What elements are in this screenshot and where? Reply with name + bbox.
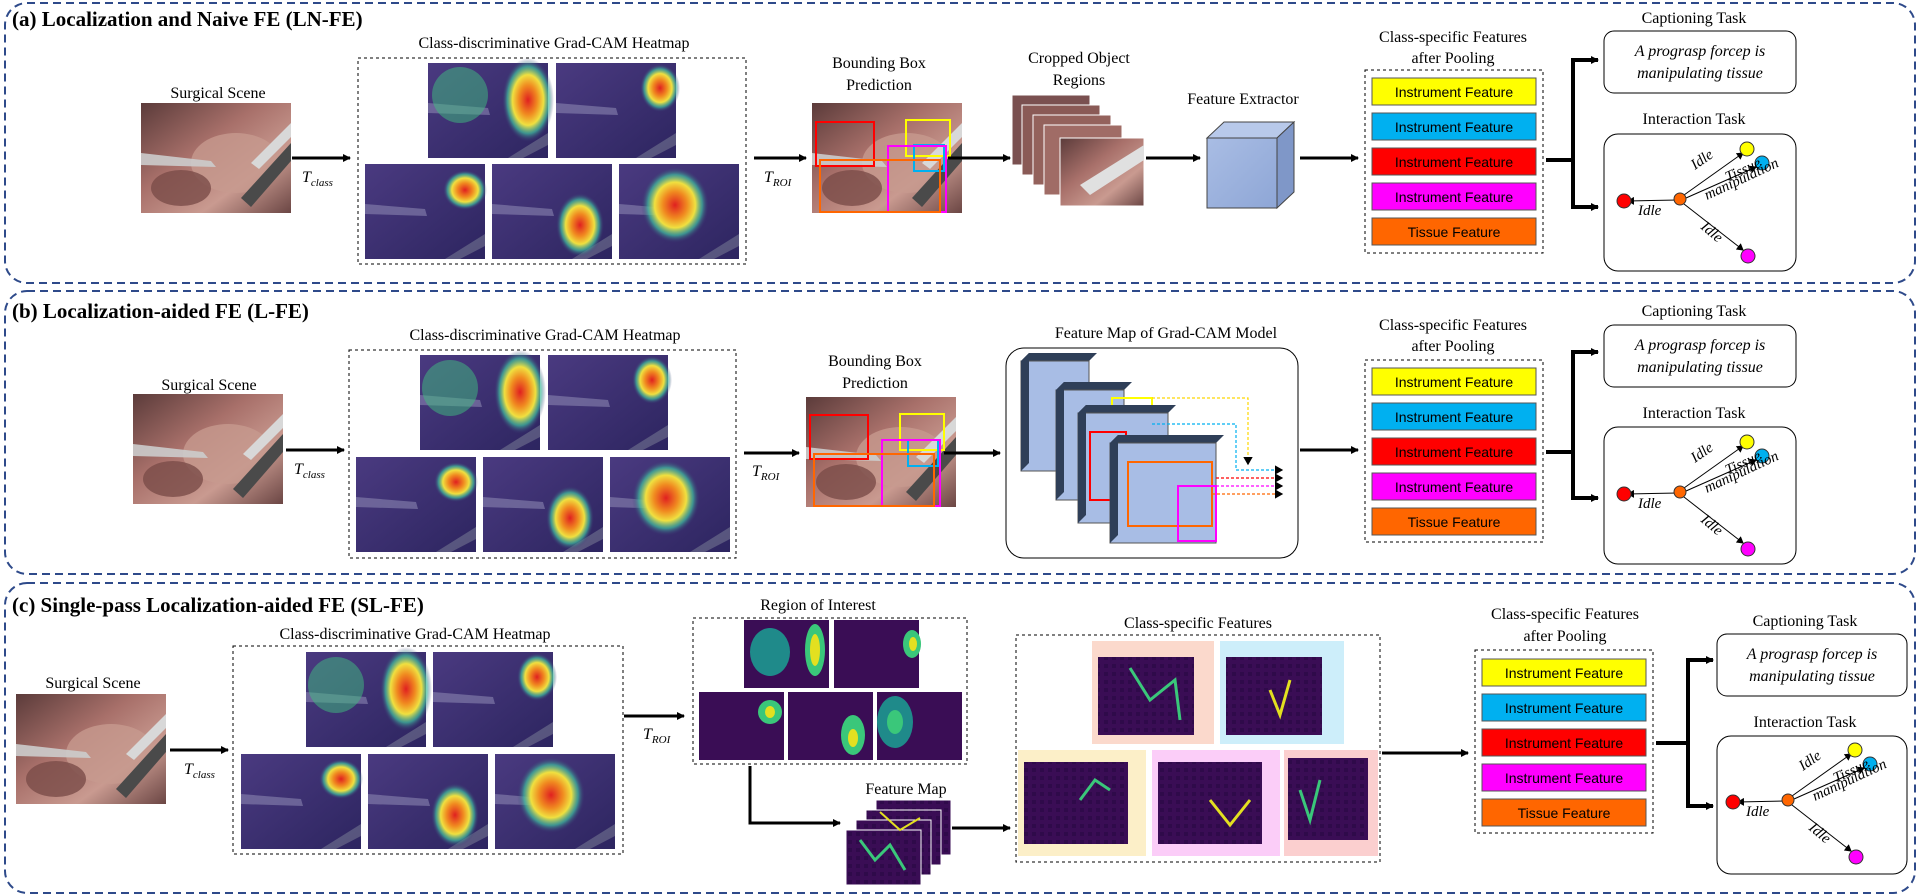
feature-label: Instrument Feature [1395, 189, 1513, 205]
caption-text-1: A prograsp forcep is [1634, 337, 1766, 354]
pool-label-2: after Pooling [1523, 628, 1606, 645]
feature-label: Tissue Feature [1408, 224, 1501, 240]
panel-a: (a) Localization and Naive FE (LN-FE) Su… [12, 7, 1797, 272]
caption-task-label: Captioning Task [1753, 613, 1858, 630]
feature-map-stack-c [845, 799, 952, 886]
pool-label-2: after Pooling [1411, 338, 1494, 355]
panel-a-title: (a) Localization and Naive FE (LN-FE) [12, 7, 363, 31]
t-class-label: Tclass [302, 169, 333, 189]
feature-label: Tissue Feature [1518, 805, 1611, 821]
svg-text:Idle: Idle [1745, 804, 1770, 820]
feature-map-stack [1020, 353, 1284, 544]
feature-label: Instrument Feature [1395, 479, 1513, 495]
featmap-label: Feature Map of Grad-CAM Model [1055, 325, 1278, 342]
panel-b: (b) Localization-aided FE (L-FE) Surgica… [12, 299, 1797, 565]
heatmap-label: Class-discriminative Grad-CAM Heatmap [409, 327, 680, 344]
panel-c-frame [4, 582, 1916, 894]
feature-label: Instrument Feature [1395, 119, 1513, 135]
scene-label: Surgical Scene [170, 85, 265, 102]
surgical-scene-image [16, 694, 166, 804]
caption-task-label: Captioning Task [1642, 303, 1747, 320]
featmap-label: Feature Map [865, 781, 946, 798]
crop-label-2: Regions [1053, 72, 1105, 89]
panel-b-frame [4, 290, 1916, 575]
extractor-label: Feature Extractor [1187, 91, 1299, 108]
class-features-label: Class-specific Features [1124, 615, 1272, 632]
caption-text-2: manipulating tissue [1637, 65, 1763, 82]
feature-label: Instrument Feature [1505, 665, 1623, 681]
heatmap-label: Class-discriminative Grad-CAM Heatmap [418, 35, 689, 52]
t-class-label: Tclass [294, 461, 325, 481]
feature-label: Instrument Feature [1395, 409, 1513, 425]
bbox-label-1: Bounding Box [828, 353, 922, 370]
panel-c-title: (c) Single-pass Localization-aided FE (S… [12, 593, 424, 617]
feature-label: Instrument Feature [1395, 154, 1513, 170]
pooled-features-a: Instrument Feature Instrument Feature In… [1371, 77, 1537, 246]
t-roi-label: TROI [752, 463, 781, 483]
crop-label-1: Cropped Object [1028, 50, 1130, 67]
bbox-label-2: Prediction [842, 375, 908, 392]
interaction-task-label: Interaction Task [1643, 405, 1746, 422]
surgical-scene-image [133, 394, 283, 504]
heatmap-box [357, 57, 747, 265]
cropped-regions [1011, 94, 1145, 207]
scene-label: Surgical Scene [161, 377, 256, 394]
caption-text-1: A prograsp forcep is [1746, 646, 1878, 663]
panel-a-frame [4, 2, 1916, 284]
scene-label: Surgical Scene [45, 675, 140, 692]
pool-label-1: Class-specific Features [1379, 317, 1527, 334]
interaction-task-label: Interaction Task [1754, 714, 1857, 731]
class-feature-tiles [1018, 641, 1378, 856]
panel-c: (c) Single-pass Localization-aided FE (S… [12, 593, 1908, 886]
heatmap-label: Class-discriminative Grad-CAM Heatmap [279, 626, 550, 643]
feature-extractor-cube [1205, 120, 1296, 210]
pool-label-1: Class-specific Features [1491, 606, 1639, 623]
pooled-features-b: Instrument Feature Instrument Feature In… [1371, 367, 1537, 536]
pool-label-2: after Pooling [1411, 50, 1494, 67]
t-roi-label: TROI [764, 169, 793, 189]
interaction-task-label: Interaction Task [1643, 111, 1746, 128]
feature-label: Instrument Feature [1505, 735, 1623, 751]
caption-text-2: manipulating tissue [1749, 668, 1875, 685]
bbox-label-1: Bounding Box [832, 55, 926, 72]
svg-text:Idle: Idle [1637, 496, 1662, 512]
svg-text:Idle: Idle [1637, 203, 1662, 219]
feature-label: Instrument Feature [1395, 84, 1513, 100]
bbox-label-2: Prediction [846, 77, 912, 94]
caption-text-2: manipulating tissue [1637, 359, 1763, 376]
caption-text-1: A prograsp forcep is [1634, 43, 1766, 60]
pooled-features-c: Instrument Feature Instrument Feature In… [1481, 658, 1647, 827]
roi-label: Region of Interest [760, 597, 876, 614]
panel-b-title: (b) Localization-aided FE (L-FE) [12, 299, 309, 323]
roi-tiles [699, 620, 962, 760]
pool-label-1: Class-specific Features [1379, 29, 1527, 46]
surgical-scene-image [141, 103, 291, 213]
feature-label: Instrument Feature [1395, 374, 1513, 390]
feature-label: Instrument Feature [1505, 700, 1623, 716]
caption-task-label: Captioning Task [1642, 10, 1747, 27]
feature-label: Tissue Feature [1408, 514, 1501, 530]
t-roi-label: TROI [643, 726, 672, 746]
feature-label: Instrument Feature [1395, 444, 1513, 460]
feature-label: Instrument Feature [1505, 770, 1623, 786]
t-class-label: Tclass [184, 761, 215, 781]
